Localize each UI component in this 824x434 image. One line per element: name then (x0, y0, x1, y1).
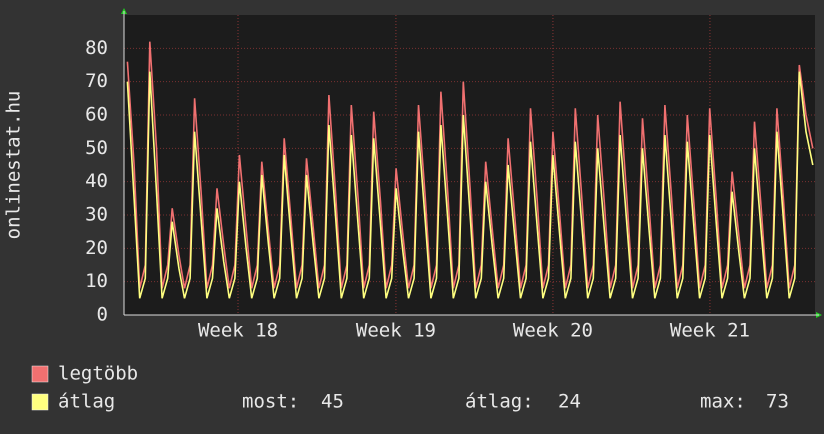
y-tick-label: 40 (85, 170, 108, 192)
x-tick-label: Week 19 (356, 320, 436, 342)
stat-label: most: (242, 391, 299, 413)
series-line (126, 41, 814, 289)
y-tick-label: 0 (97, 304, 108, 326)
x-tick-label: Week 20 (513, 320, 593, 342)
y-axis-label: onlinestat.hu (3, 91, 25, 240)
stat-value: 73 (766, 391, 789, 413)
legend-label: legtöbb (58, 363, 138, 385)
y-tick-label: 80 (85, 37, 108, 59)
legend-label: átlag (58, 391, 115, 413)
stat-label: átlag: (465, 391, 534, 413)
y-tick-label: 10 (85, 270, 108, 292)
y-tick-label: 20 (85, 237, 108, 259)
stat-value: 24 (558, 391, 581, 413)
y-tick-label: 60 (85, 104, 108, 126)
x-tick-label: Week 21 (670, 320, 750, 342)
stat-label: max: (700, 391, 746, 413)
y-tick-label: 30 (85, 204, 108, 226)
stat-value: 45 (321, 391, 344, 413)
legend-swatch (31, 393, 49, 411)
y-tick-label: 50 (85, 137, 108, 159)
x-tick-label: Week 18 (198, 320, 278, 342)
y-tick-label: 70 (85, 70, 108, 92)
legend-swatch (31, 365, 49, 383)
series-line (126, 71, 814, 299)
